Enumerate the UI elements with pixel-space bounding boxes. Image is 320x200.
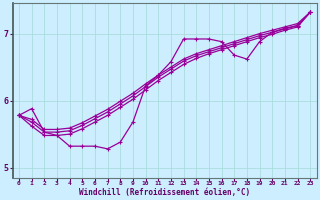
X-axis label: Windchill (Refroidissement éolien,°C): Windchill (Refroidissement éolien,°C) bbox=[79, 188, 250, 197]
